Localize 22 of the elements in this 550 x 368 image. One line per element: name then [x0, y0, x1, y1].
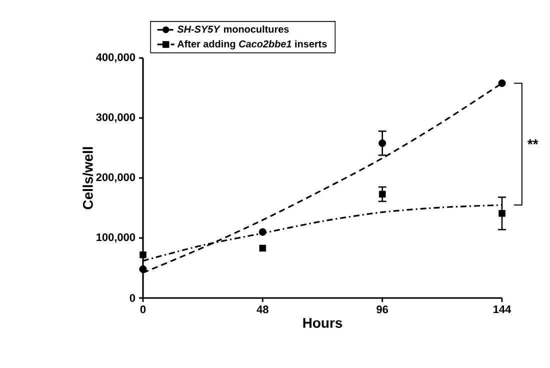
y-tick-label: 400,000 — [96, 53, 136, 63]
point — [258, 228, 266, 236]
y-tick-label: 200,000 — [96, 173, 136, 183]
point — [378, 190, 386, 198]
x-axis-title: Hours — [303, 318, 342, 328]
y-axis-title: Cells/well — [82, 147, 94, 210]
y-tick-label: 300,000 — [96, 113, 136, 123]
point — [378, 139, 386, 147]
x-tick-label: 0 — [140, 306, 146, 314]
point — [139, 265, 147, 273]
point — [498, 79, 506, 87]
y-tick-label: 100,000 — [96, 233, 136, 243]
text: ** — [527, 139, 538, 144]
legend-label: SH-SY5Y monocultures — [177, 25, 289, 33]
y-tick-label: 0 — [130, 294, 136, 302]
legend-label: After adding Caco2bbe1 inserts — [177, 40, 327, 50]
point — [140, 251, 146, 258]
x-tick-label: 144 — [494, 306, 512, 314]
x-tick-label: 48 — [256, 306, 268, 314]
point — [498, 210, 506, 217]
point — [259, 244, 266, 252]
x-tick-label: 96 — [376, 306, 388, 314]
